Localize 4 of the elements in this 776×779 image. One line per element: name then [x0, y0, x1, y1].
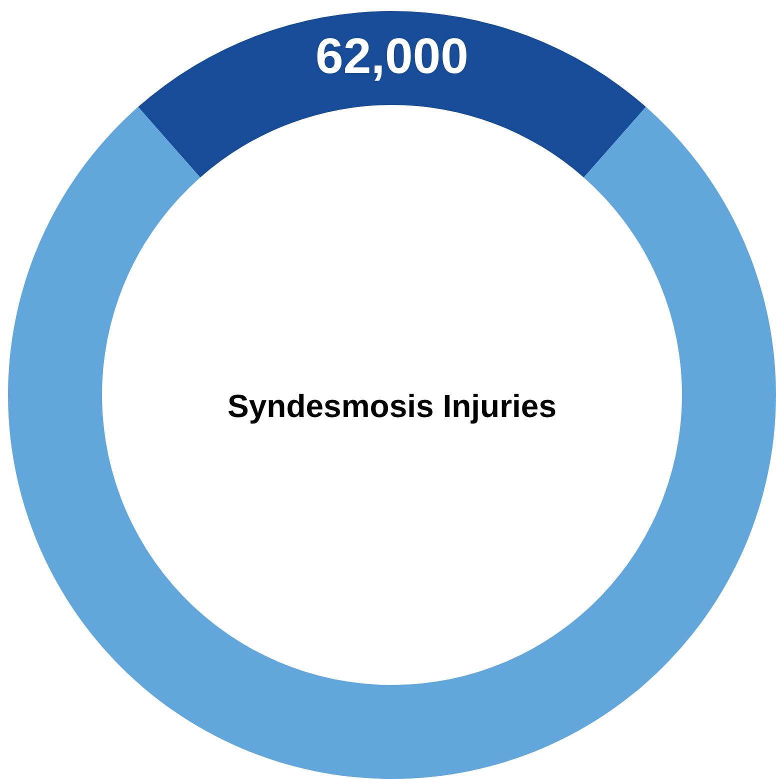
donut-slice	[138, 11, 646, 178]
donut-slice	[8, 106, 776, 779]
text: Syndesmosis Injuries	[227, 388, 557, 424]
data-label: 62,000	[316, 28, 468, 84]
